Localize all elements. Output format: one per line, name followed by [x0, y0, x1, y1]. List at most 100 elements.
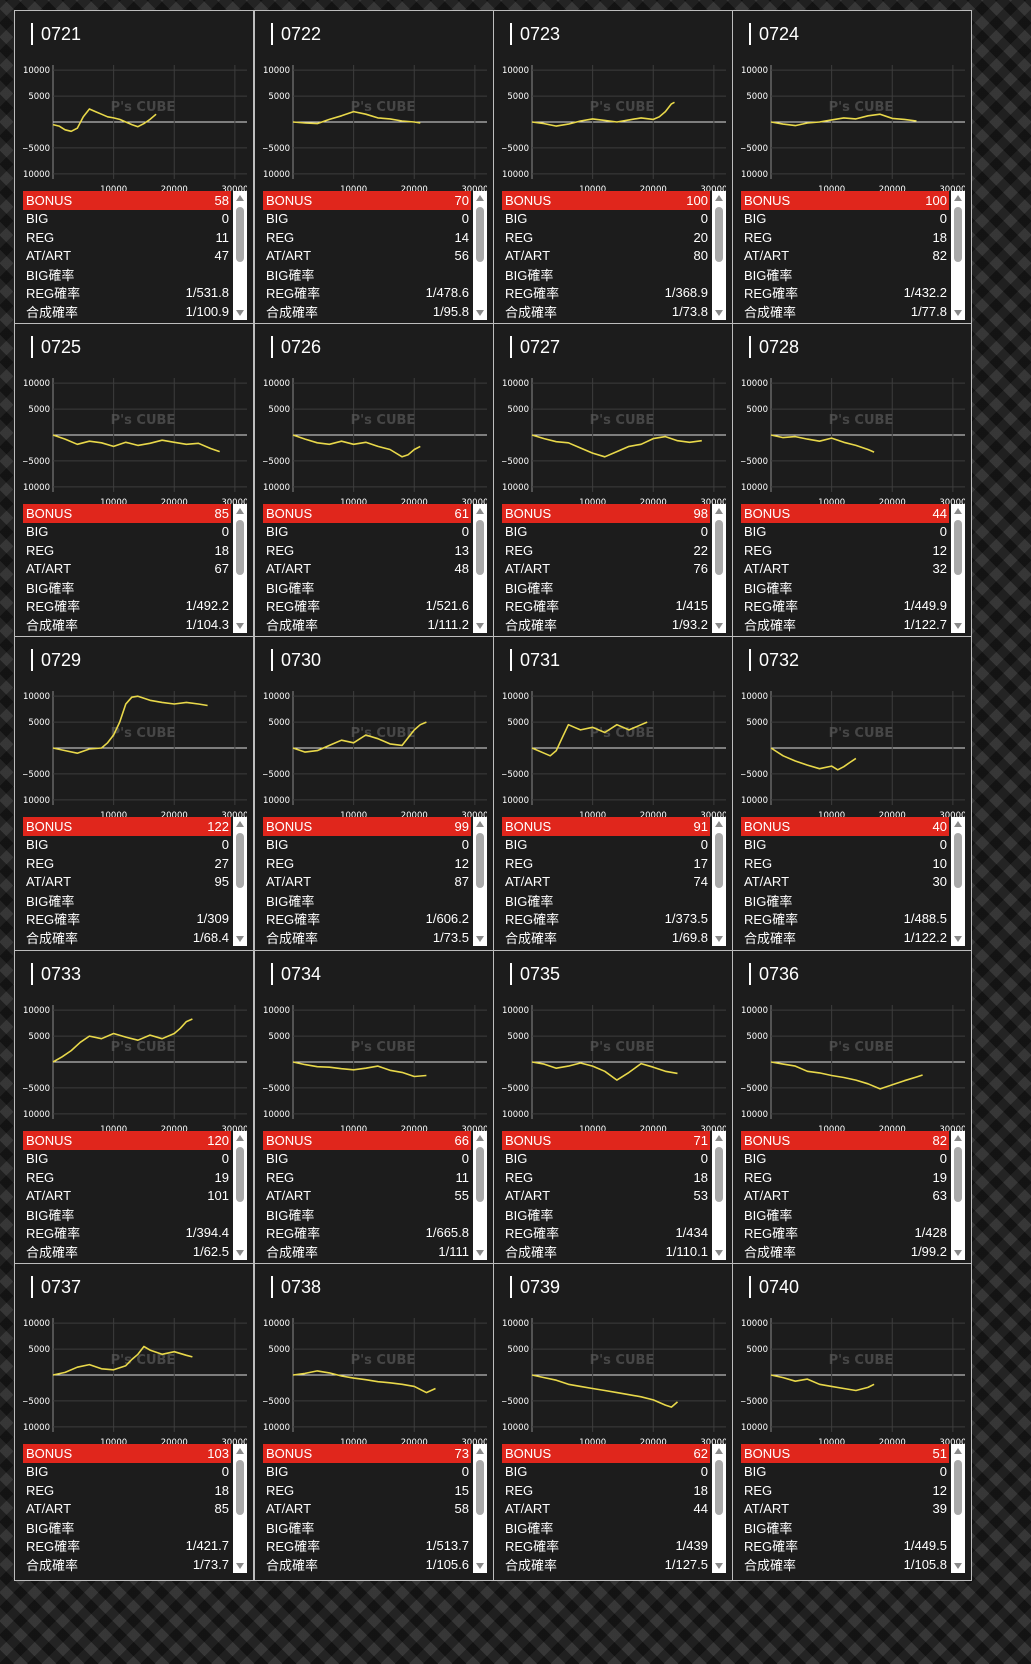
scroll-thumb[interactable]: [236, 520, 244, 575]
scroll-up-icon[interactable]: [715, 821, 723, 827]
stats-scrollbar[interactable]: [473, 1444, 487, 1573]
stats-scrollbar[interactable]: [473, 817, 487, 946]
scroll-down-icon[interactable]: [715, 1563, 723, 1569]
scroll-thumb[interactable]: [715, 1460, 723, 1515]
machine-card[interactable]: 0734 10000 5000 −5000 −10000 10000 20000 30000 P…: [254, 950, 494, 1268]
scroll-down-icon[interactable]: [954, 1563, 962, 1569]
scroll-down-icon[interactable]: [476, 623, 484, 629]
scroll-up-icon[interactable]: [954, 821, 962, 827]
scroll-thumb[interactable]: [715, 833, 723, 888]
scroll-up-icon[interactable]: [715, 195, 723, 201]
machine-card[interactable]: 0732 10000 5000 −5000 −10000 10000 20000 30000 P…: [732, 636, 972, 954]
machine-card[interactable]: 0740 10000 5000 −5000 −10000 10000 20000 30000 P…: [732, 1263, 972, 1581]
stats-scrollbar[interactable]: [473, 504, 487, 633]
scroll-thumb[interactable]: [715, 207, 723, 262]
scroll-up-icon[interactable]: [715, 508, 723, 514]
scroll-down-icon[interactable]: [715, 1250, 723, 1256]
stats-scrollbar[interactable]: [233, 1131, 247, 1260]
machine-card[interactable]: 0729 10000 5000 −5000 −10000 10000 20000 30000 P…: [14, 636, 254, 954]
scroll-up-icon[interactable]: [476, 195, 484, 201]
scroll-down-icon[interactable]: [236, 623, 244, 629]
scroll-thumb[interactable]: [236, 833, 244, 888]
scroll-thumb[interactable]: [476, 833, 484, 888]
scroll-up-icon[interactable]: [236, 821, 244, 827]
machine-card[interactable]: 0733 10000 5000 −5000 −10000 10000 20000 30000 P…: [14, 950, 254, 1268]
machine-card[interactable]: 0730 10000 5000 −5000 −10000 10000 20000 30000 P…: [254, 636, 494, 954]
scroll-up-icon[interactable]: [954, 508, 962, 514]
stats-scrollbar[interactable]: [951, 817, 965, 946]
scroll-down-icon[interactable]: [954, 623, 962, 629]
machine-card[interactable]: 0725 10000 5000 −5000 −10000 10000 20000 30000 P…: [14, 323, 254, 641]
scroll-down-icon[interactable]: [236, 1250, 244, 1256]
stats-scrollbar[interactable]: [951, 504, 965, 633]
scroll-up-icon[interactable]: [236, 1448, 244, 1454]
scroll-thumb[interactable]: [954, 1460, 962, 1515]
scroll-down-icon[interactable]: [476, 1563, 484, 1569]
scroll-up-icon[interactable]: [715, 1135, 723, 1141]
machine-card[interactable]: 0736 10000 5000 −5000 −10000 10000 20000 30000 P…: [732, 950, 972, 1268]
machine-card[interactable]: 0722 10000 5000 −5000 −10000 10000 20000 30000 P…: [254, 10, 494, 328]
scroll-thumb[interactable]: [715, 520, 723, 575]
scroll-down-icon[interactable]: [476, 936, 484, 942]
scroll-up-icon[interactable]: [476, 821, 484, 827]
scroll-thumb[interactable]: [236, 207, 244, 262]
machine-card[interactable]: 0726 10000 5000 −5000 −10000 10000 20000 30000 P…: [254, 323, 494, 641]
scroll-up-icon[interactable]: [954, 1135, 962, 1141]
scroll-up-icon[interactable]: [236, 195, 244, 201]
scroll-down-icon[interactable]: [236, 1563, 244, 1569]
stats-scrollbar[interactable]: [951, 1444, 965, 1573]
machine-card[interactable]: 0724 10000 5000 −5000 −10000 10000 20000 30000 P…: [732, 10, 972, 328]
machine-card[interactable]: 0737 10000 5000 −5000 −10000 10000 20000 30000 P…: [14, 1263, 254, 1581]
scroll-down-icon[interactable]: [476, 310, 484, 316]
stats-scrollbar[interactable]: [473, 1131, 487, 1260]
scroll-up-icon[interactable]: [236, 1135, 244, 1141]
scroll-thumb[interactable]: [476, 207, 484, 262]
stats-scrollbar[interactable]: [712, 817, 726, 946]
scroll-thumb[interactable]: [236, 1147, 244, 1202]
scroll-down-icon[interactable]: [715, 623, 723, 629]
scroll-thumb[interactable]: [476, 1147, 484, 1202]
scroll-down-icon[interactable]: [954, 310, 962, 316]
scroll-thumb[interactable]: [236, 1460, 244, 1515]
scroll-down-icon[interactable]: [715, 936, 723, 942]
machine-card[interactable]: 0735 10000 5000 −5000 −10000 10000 20000 30000 P…: [493, 950, 733, 1268]
scroll-up-icon[interactable]: [715, 1448, 723, 1454]
stats-scrollbar[interactable]: [712, 191, 726, 320]
machine-card[interactable]: 0723 10000 5000 −5000 −10000 10000 20000 30000 P…: [493, 10, 733, 328]
machine-card[interactable]: 0721 10000 5000 −5000 −10000 10000 20000 30000 P…: [14, 10, 254, 328]
scroll-thumb[interactable]: [954, 207, 962, 262]
machine-card[interactable]: 0731 10000 5000 −5000 −10000 10000 20000 30000 P…: [493, 636, 733, 954]
stats-scrollbar[interactable]: [233, 504, 247, 633]
stats-scrollbar[interactable]: [951, 191, 965, 320]
scroll-down-icon[interactable]: [954, 936, 962, 942]
stats-scrollbar[interactable]: [473, 191, 487, 320]
scroll-thumb[interactable]: [954, 833, 962, 888]
scroll-thumb[interactable]: [476, 1460, 484, 1515]
stats-scrollbar[interactable]: [712, 504, 726, 633]
scroll-thumb[interactable]: [954, 520, 962, 575]
scroll-up-icon[interactable]: [954, 195, 962, 201]
scroll-up-icon[interactable]: [236, 508, 244, 514]
stats-scrollbar[interactable]: [233, 1444, 247, 1573]
scroll-thumb[interactable]: [954, 1147, 962, 1202]
scroll-up-icon[interactable]: [954, 1448, 962, 1454]
machine-card[interactable]: 0727 10000 5000 −5000 −10000 10000 20000 30000 P…: [493, 323, 733, 641]
scroll-down-icon[interactable]: [236, 936, 244, 942]
scroll-up-icon[interactable]: [476, 508, 484, 514]
scroll-up-icon[interactable]: [476, 1135, 484, 1141]
stats-scrollbar[interactable]: [712, 1444, 726, 1573]
stats-scrollbar[interactable]: [712, 1131, 726, 1260]
machine-card[interactable]: 0739 10000 5000 −5000 −10000 10000 20000 30000 P…: [493, 1263, 733, 1581]
scroll-up-icon[interactable]: [476, 1448, 484, 1454]
stats-scrollbar[interactable]: [951, 1131, 965, 1260]
scroll-down-icon[interactable]: [954, 1250, 962, 1256]
machine-card[interactable]: 0728 10000 5000 −5000 −10000 10000 20000 30000 P…: [732, 323, 972, 641]
stats-scrollbar[interactable]: [233, 191, 247, 320]
scroll-down-icon[interactable]: [715, 310, 723, 316]
machine-card[interactable]: 0738 10000 5000 −5000 −10000 10000 20000 30000 P…: [254, 1263, 494, 1581]
scroll-thumb[interactable]: [476, 520, 484, 575]
scroll-down-icon[interactable]: [236, 310, 244, 316]
stats-scrollbar[interactable]: [233, 817, 247, 946]
scroll-thumb[interactable]: [715, 1147, 723, 1202]
scroll-down-icon[interactable]: [476, 1250, 484, 1256]
